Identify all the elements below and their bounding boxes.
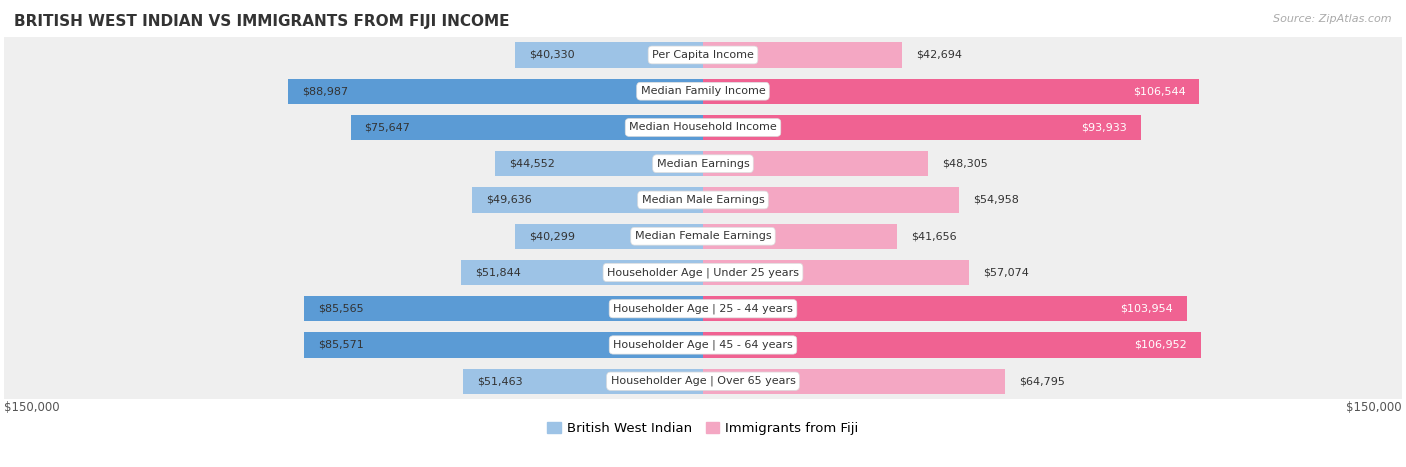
- Text: $150,000: $150,000: [1346, 401, 1402, 414]
- Text: $44,552: $44,552: [509, 159, 555, 169]
- Text: Median Male Earnings: Median Male Earnings: [641, 195, 765, 205]
- Bar: [515, 42, 703, 68]
- Text: $93,933: $93,933: [1081, 122, 1126, 133]
- Bar: [304, 333, 703, 358]
- Text: $57,074: $57,074: [983, 268, 1029, 277]
- Text: Householder Age | 45 - 64 years: Householder Age | 45 - 64 years: [613, 340, 793, 350]
- Bar: [515, 224, 703, 249]
- Bar: [703, 115, 1140, 140]
- Text: $40,330: $40,330: [529, 50, 575, 60]
- Text: $106,544: $106,544: [1133, 86, 1185, 96]
- Bar: [288, 78, 703, 104]
- Text: $150,000: $150,000: [4, 401, 60, 414]
- Text: Median Earnings: Median Earnings: [657, 159, 749, 169]
- Bar: [350, 115, 703, 140]
- Bar: [703, 42, 901, 68]
- Bar: [304, 296, 703, 321]
- Text: Per Capita Income: Per Capita Income: [652, 50, 754, 60]
- Text: $51,463: $51,463: [477, 376, 523, 386]
- Text: $51,844: $51,844: [475, 268, 522, 277]
- Text: $75,647: $75,647: [364, 122, 411, 133]
- Text: Median Family Income: Median Family Income: [641, 86, 765, 96]
- Bar: [495, 151, 703, 177]
- Text: Householder Age | 25 - 44 years: Householder Age | 25 - 44 years: [613, 304, 793, 314]
- Text: $88,987: $88,987: [302, 86, 349, 96]
- Bar: [703, 187, 959, 212]
- Bar: [703, 333, 1201, 358]
- Bar: [703, 151, 928, 177]
- Text: Median Household Income: Median Household Income: [628, 122, 778, 133]
- Bar: [703, 296, 1187, 321]
- Bar: [703, 368, 1005, 394]
- Bar: [703, 224, 897, 249]
- Text: $49,636: $49,636: [485, 195, 531, 205]
- Text: Median Female Earnings: Median Female Earnings: [634, 231, 772, 241]
- Text: Householder Age | Over 65 years: Householder Age | Over 65 years: [610, 376, 796, 387]
- Text: $41,656: $41,656: [911, 231, 956, 241]
- Text: $85,565: $85,565: [318, 304, 364, 314]
- Text: $64,795: $64,795: [1019, 376, 1064, 386]
- Bar: [703, 260, 969, 285]
- Text: Householder Age | Under 25 years: Householder Age | Under 25 years: [607, 267, 799, 278]
- Bar: [472, 187, 703, 212]
- Text: $48,305: $48,305: [942, 159, 988, 169]
- Bar: [703, 78, 1199, 104]
- Text: BRITISH WEST INDIAN VS IMMIGRANTS FROM FIJI INCOME: BRITISH WEST INDIAN VS IMMIGRANTS FROM F…: [14, 14, 509, 29]
- Text: $54,958: $54,958: [973, 195, 1019, 205]
- Bar: [461, 260, 703, 285]
- Text: $40,299: $40,299: [529, 231, 575, 241]
- Text: $42,694: $42,694: [915, 50, 962, 60]
- Text: Source: ZipAtlas.com: Source: ZipAtlas.com: [1274, 14, 1392, 24]
- Text: $106,952: $106,952: [1135, 340, 1187, 350]
- Legend: British West Indian, Immigrants from Fiji: British West Indian, Immigrants from Fij…: [543, 416, 863, 440]
- Text: $85,571: $85,571: [318, 340, 364, 350]
- Bar: [463, 368, 703, 394]
- Text: $103,954: $103,954: [1121, 304, 1174, 314]
